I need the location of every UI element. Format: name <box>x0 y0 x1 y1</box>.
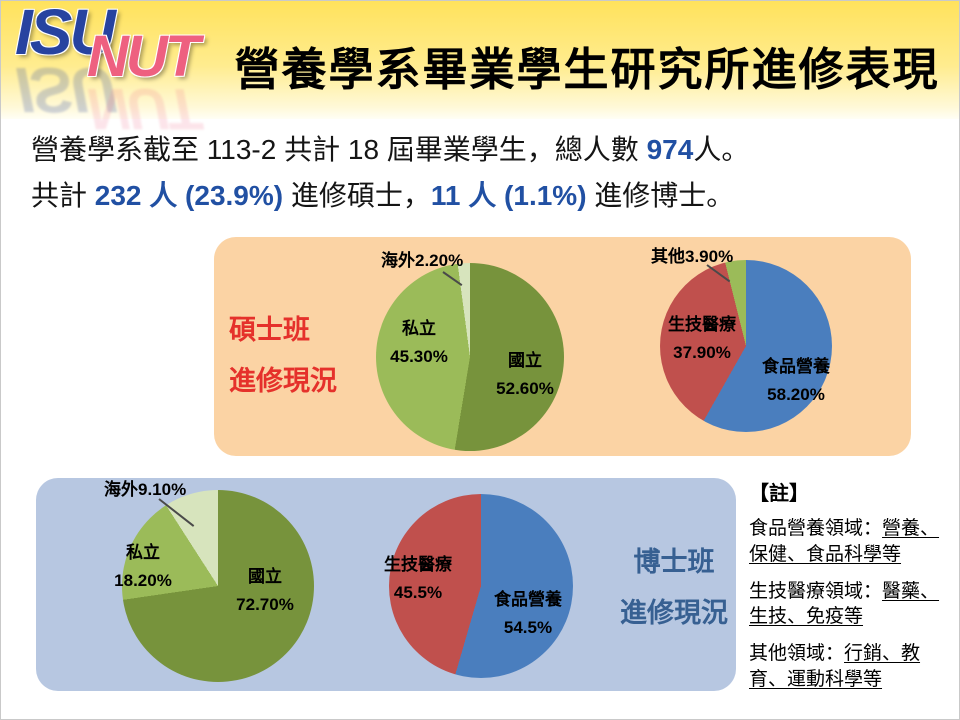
doctor-school-pie-chart <box>122 490 314 682</box>
intro-text: 進修碩士， <box>283 180 431 212</box>
pie-label-master-national: 國立 52.60% <box>469 347 581 403</box>
slice-label: 國立 <box>248 567 282 586</box>
slice-label: 其他 <box>651 247 685 266</box>
master-count-value: 232 人 (23.9%) <box>94 180 284 212</box>
doctor-label-line1: 博士班 <box>633 547 715 577</box>
master-label-line2: 進修現況 <box>229 366 337 397</box>
note-body: 醫藥、生技、免疫等 <box>749 580 940 628</box>
pie-label-master-other: 其他3.90% <box>651 243 733 271</box>
note-item-other: 其他領域：行銷、教育、運動科學等 <box>749 641 951 693</box>
pie-label-master-biotech: 生技醫療 37.90% <box>641 311 763 367</box>
logo-nut-text: NUT <box>87 24 200 89</box>
slice-pct: 45.30% <box>390 347 448 367</box>
intro-text: 共計 <box>31 180 95 212</box>
intro-paragraph: 營養學系截至 113-2 共計 18 屆畢業學生，總人數 974人。 共計 23… <box>31 127 749 219</box>
slice-pct: 52.60% <box>496 379 554 399</box>
pie-label-master-private: 私立 45.30% <box>363 315 475 371</box>
title-banner: ISU ISU NUT NUT 營養學系畢業學生研究所進修表現 <box>1 0 959 141</box>
intro-text: 人。 <box>693 134 750 165</box>
doctor-label-line2: 進修現況 <box>620 598 728 629</box>
note-head: 食品營養領域： <box>749 518 883 539</box>
intro-text: 進修博士。 <box>586 180 735 212</box>
slice-label: 生技醫療 <box>384 555 452 574</box>
intro-text: 營養學系截至 113-2 共計 18 屆畢業學生，總人數 <box>31 134 647 165</box>
pie-label-doctor-biotech: 生技醫療 45.5% <box>357 551 479 607</box>
pie-label-doctor-overseas: 海外9.10% <box>104 476 186 504</box>
slide-title: 營養學系畢業學生研究所進修表現 <box>234 44 940 95</box>
pie-label-doctor-private: 私立 18.20% <box>87 539 199 595</box>
intro-line-2: 共計 232 人 (23.9%) 進修碩士，11 人 (1.1%) 進修博士。 <box>31 173 749 219</box>
slice-label: 生技醫療 <box>668 315 736 334</box>
slice-label: 食品營養 <box>494 590 562 609</box>
pie-label-master-foodnutrition: 食品營養 58.20% <box>735 353 857 409</box>
master-panel-label: 碩士班 進修現況 <box>229 305 337 408</box>
notes-title: 【註】 <box>749 483 809 505</box>
pie-label-master-overseas: 海外2.20% <box>381 247 463 275</box>
slice-pct: 9.10% <box>138 480 187 499</box>
doctor-field-pie-chart <box>389 494 573 678</box>
note-head: 其他領域： <box>749 643 845 665</box>
slice-pct: 18.20% <box>114 571 172 591</box>
note-item-food: 食品營養領域：營養、保健、食品科學等 <box>749 516 951 568</box>
slice-label: 私立 <box>126 543 160 562</box>
master-label-line1: 碩士班 <box>229 315 310 345</box>
notes-panel: 【註】 食品營養領域：營養、保健、食品科學等 生技醫療領域：醫藥、生技、免疫等 … <box>749 477 951 704</box>
slice-pct: 37.90% <box>673 343 731 363</box>
intro-line-1: 營養學系截至 113-2 共計 18 屆畢業學生，總人數 974人。 <box>31 127 749 173</box>
slice-label: 國立 <box>508 351 542 370</box>
slice-pct: 72.70% <box>236 595 294 615</box>
logo-isu-text: ISU <box>15 0 116 68</box>
slice-pct: 45.5% <box>393 583 443 603</box>
pie-label-doctor-national: 國立 72.70% <box>209 563 321 619</box>
slice-label: 食品營養 <box>762 357 830 376</box>
slice-pct: 54.5% <box>503 618 553 638</box>
doctor-panel-label: 博士班 進修現況 <box>614 537 734 640</box>
slice-pct: 3.90% <box>685 247 734 266</box>
note-body: 營養、保健、食品科學等 <box>749 518 940 565</box>
doctor-count-value: 11 人 (1.1%) <box>430 180 587 212</box>
slice-pct: 58.20% <box>767 385 825 405</box>
slice-label: 海外 <box>381 251 415 270</box>
note-head: 生技醫療領域： <box>749 580 883 602</box>
master-school-pie-chart <box>376 263 564 451</box>
school-logo: ISU ISU NUT NUT <box>11 0 241 141</box>
note-item-biotech: 生技醫療領域：醫藥、生技、免疫等 <box>749 579 951 631</box>
total-graduates-value: 974 <box>646 134 694 165</box>
slice-pct: 2.20% <box>415 251 464 270</box>
slice-label: 海外 <box>104 480 138 499</box>
pie-label-doctor-foodnutrition: 食品營養 54.5% <box>467 586 589 642</box>
note-body: 行銷、教育、運動科學等 <box>749 643 921 691</box>
slice-label: 私立 <box>402 319 436 338</box>
master-field-pie-chart <box>660 260 832 432</box>
